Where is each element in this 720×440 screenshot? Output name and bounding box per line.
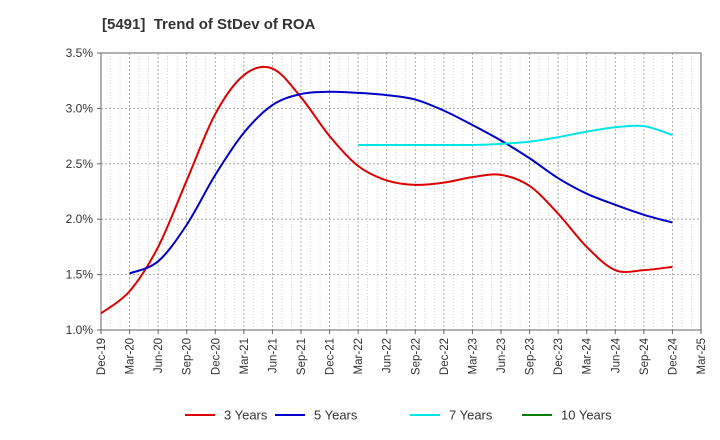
x-tick-label: Jun-24: [610, 337, 622, 373]
x-tick-label: Jun-23: [496, 338, 508, 373]
x-tick-label: Mar-22: [353, 338, 365, 374]
x-tick-label: Mar-24: [582, 337, 594, 374]
x-tick-label: Dec-23: [553, 338, 565, 375]
x-tick-label: Dec-21: [325, 338, 337, 375]
x-tick-label: Dec-22: [439, 338, 451, 375]
x-tick-label: Dec-19: [96, 338, 108, 375]
x-tick-label: Sep-20: [182, 338, 194, 375]
x-tick-label: Sep-24: [639, 337, 651, 375]
x-tick-label: Mar-20: [125, 338, 137, 374]
y-tick-label: 3.5%: [66, 46, 94, 60]
series-line-2: [129, 90, 673, 275]
x-tick-label: Sep-23: [525, 338, 537, 375]
series-lines: [100, 65, 673, 315]
y-tick-label: 2.0%: [66, 212, 94, 226]
legend: 3 Years 5 Years 7 Years 10 Years: [185, 408, 612, 423]
legend-label: 10 Years: [561, 408, 612, 423]
plot-border: [100, 52, 702, 331]
legend-label: 7 Years: [449, 408, 493, 423]
grid: [101, 53, 701, 330]
chart-title: [5491] Trend of StDev of ROA: [102, 16, 316, 33]
x-tick-label: Dec-24: [667, 337, 679, 375]
series-line-1: [100, 65, 673, 315]
y-tick-label: 2.5%: [66, 157, 94, 171]
y-axis-ticks: 1.0% 1.5% 2.0% 2.5% 3.0% 3.5%: [66, 46, 101, 337]
x-tick-label: Dec-20: [210, 338, 222, 375]
y-tick-label: 3.0%: [66, 101, 94, 115]
y-tick-label: 1.5%: [66, 268, 94, 282]
y-tick-label: 1.0%: [66, 323, 94, 337]
legend-label: 5 Years: [314, 408, 358, 423]
plot-frame: [100, 52, 702, 331]
x-axis-ticks: Dec-19 Mar-20 Jun-20 Sep-20 Dec-20 Mar-21 Jun-…: [96, 330, 708, 375]
x-tick-label: Jun-20: [153, 338, 165, 373]
x-tick-label: Mar-21: [239, 338, 251, 374]
legend-label: 3 Years: [224, 408, 268, 423]
series-line-3: [358, 124, 673, 147]
x-tick-label: Mar-23: [467, 338, 479, 374]
x-tick-label: Jun-22: [382, 338, 394, 373]
x-tick-label: Mar-25: [696, 338, 708, 374]
x-tick-label: Sep-21: [296, 338, 308, 375]
x-tick-label: Sep-22: [410, 338, 422, 375]
x-tick-label: Jun-21: [267, 338, 279, 373]
